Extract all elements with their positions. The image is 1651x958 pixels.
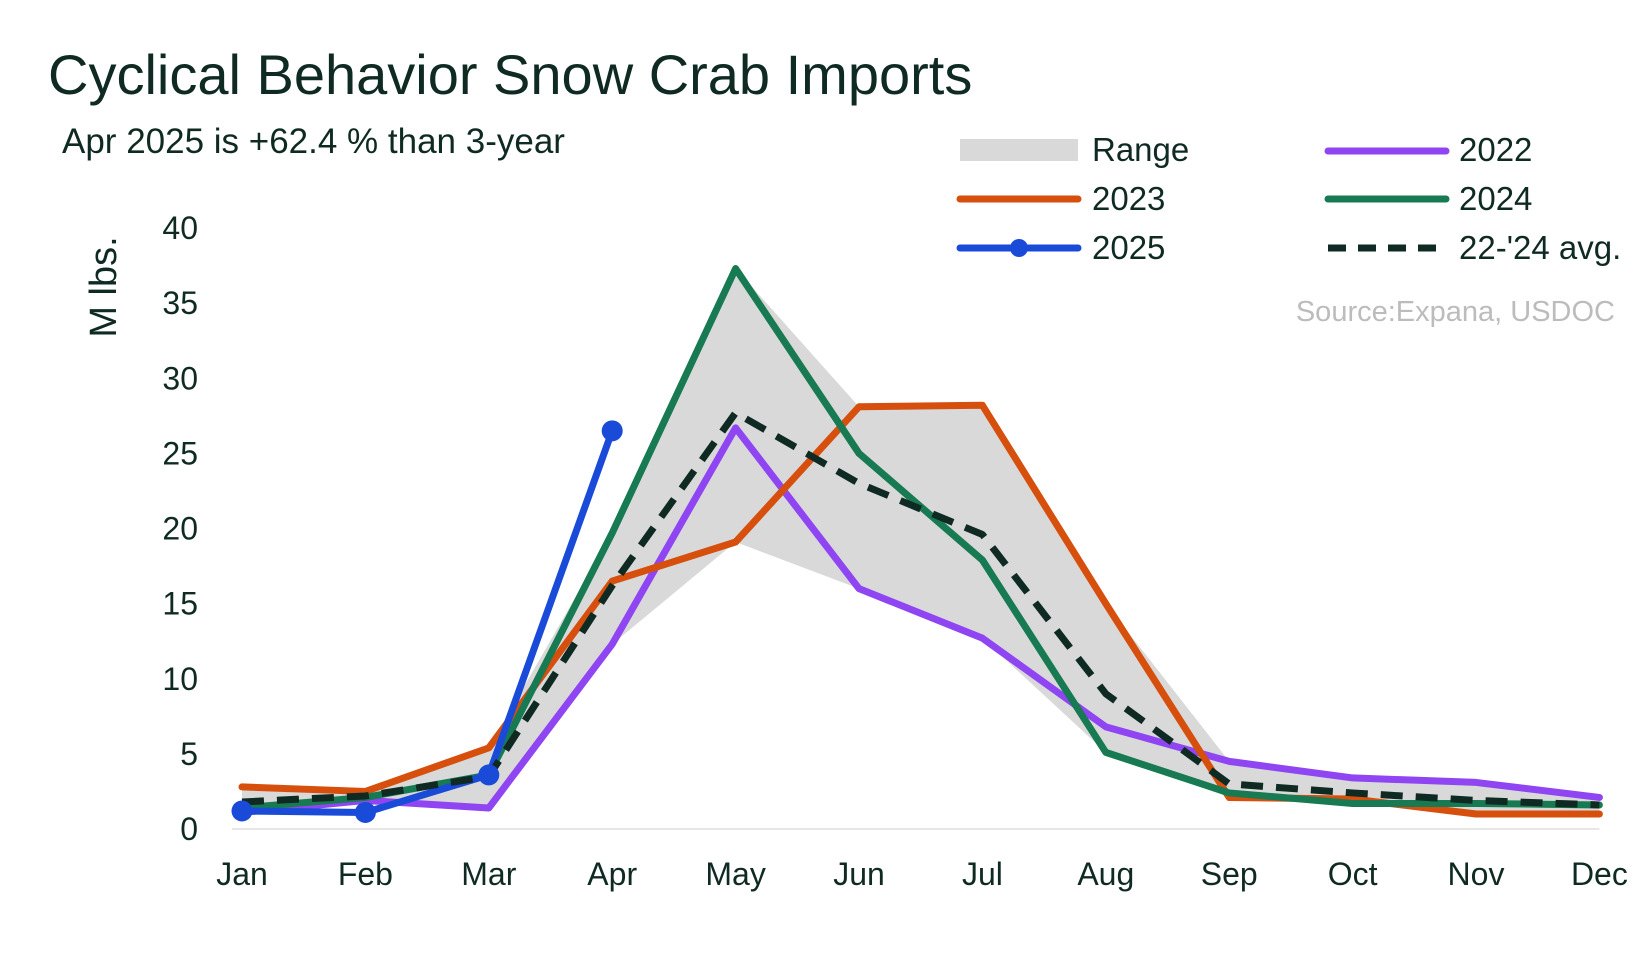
- y-tick-label: 0: [180, 811, 198, 847]
- series-point-2025-jan: [231, 800, 253, 822]
- x-tick-label-dec: Dec: [1571, 856, 1628, 892]
- x-tick-label-apr: Apr: [587, 856, 637, 892]
- x-tick-label-sep: Sep: [1201, 856, 1258, 892]
- plot-area: [231, 265, 1603, 830]
- x-tick-label-feb: Feb: [338, 856, 393, 892]
- series-point-2025-feb: [354, 801, 376, 823]
- y-tick-label: 35: [162, 285, 198, 321]
- x-tick-label-nov: Nov: [1448, 856, 1505, 892]
- series-point-2025-apr: [601, 420, 623, 442]
- x-tick-label-aug: Aug: [1077, 856, 1134, 892]
- y-tick-label: 15: [162, 586, 198, 622]
- x-tick-label-jun: Jun: [833, 856, 885, 892]
- legend-swatch-range: [960, 139, 1078, 161]
- y-tick-label: 10: [162, 661, 198, 697]
- y-tick-label: 25: [162, 435, 198, 471]
- range-band: [242, 268, 1600, 814]
- x-tick-label-mar: Mar: [461, 856, 516, 892]
- series-line-22-24-avg: [241, 409, 1600, 809]
- legend-label-2024: 2024: [1459, 180, 1532, 217]
- y-axis-ticks: 0 5 10 15 20 25 30 35 40: [162, 210, 198, 847]
- legend-marker-2025: [1010, 239, 1028, 257]
- x-tick-label-oct: Oct: [1328, 856, 1378, 892]
- legend-label-range: Range: [1092, 131, 1189, 168]
- series-point-2025-mar: [478, 764, 500, 786]
- y-tick-label: 5: [180, 736, 198, 772]
- y-axis-label: M lbs.: [83, 236, 125, 337]
- x-tick-label-jul: Jul: [962, 856, 1003, 892]
- series-line-2025: [238, 427, 616, 816]
- legend-label-2023: 2023: [1092, 180, 1165, 217]
- chart-subtitle: Apr 2025 is +62.4 % than 3-year: [62, 122, 565, 161]
- source-note: Source:Expana, USDOC: [1296, 296, 1615, 328]
- x-axis-ticks: Jan Feb Mar Apr May Jun Jul Aug Sep Oct Nov Dec: [216, 856, 1628, 892]
- legend-label-2022: 2022: [1459, 131, 1532, 168]
- legend-label-2025: 2025: [1092, 229, 1165, 266]
- chart-title: Cyclical Behavior Snow Crab Imports: [48, 43, 972, 106]
- x-tick-label-may: May: [705, 856, 765, 892]
- legend-label-avg: 22-'24 avg.: [1459, 229, 1621, 266]
- x-tick-label-jan: Jan: [216, 856, 268, 892]
- y-tick-label: 20: [162, 511, 198, 547]
- y-tick-label: 30: [162, 360, 198, 396]
- y-tick-label: 40: [162, 210, 198, 246]
- legend: Range 2022 2023 2024 2025 22-'24 avg.: [956, 131, 1621, 266]
- series-line-2022: [238, 424, 1603, 816]
